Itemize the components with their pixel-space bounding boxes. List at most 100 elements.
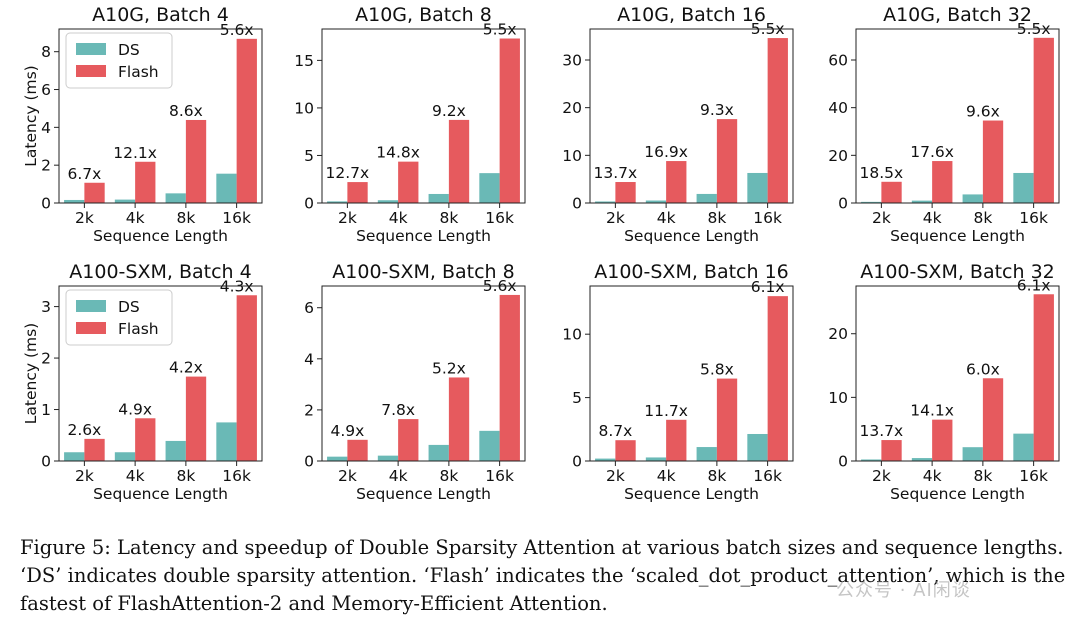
chart-4-bar-flash-8k (982, 120, 1004, 203)
chart-3-speedup-label: 13.7x (594, 164, 638, 182)
chart-7-x-tick-label: 16k (753, 467, 782, 485)
chart-6-title: A100-SXM, Batch 8 (332, 261, 514, 283)
chart-7-x-tick-label: 8k (707, 467, 726, 485)
watermark-text: 公众号 · AI闲谈 (836, 580, 971, 601)
chart-6-y-tick-label: 6 (304, 299, 314, 317)
chart-8-bar-ds-16k (1013, 433, 1034, 461)
chart-1-x-tick-label: 8k (176, 209, 195, 227)
chart-5-bar-flash-4k (135, 418, 156, 461)
chart-7-bar-ds-16k (747, 433, 768, 461)
chart-2-bar-ds-2k (327, 201, 348, 203)
chart-1-x-tick-label: 4k (126, 209, 145, 227)
chart-8-bar-flash-4k (932, 419, 953, 461)
chart-5-x-tick-label: 8k (176, 467, 195, 485)
chart-5-x-tick-label: 4k (126, 467, 145, 485)
chart-3-x-axis-label: Sequence Length (624, 227, 759, 245)
chart-3-title: A10G, Batch 16 (617, 4, 766, 26)
chart-4-bar-flash-4k (932, 161, 953, 203)
chart-7-frame (589, 285, 794, 462)
chart-1-bar-flash-16k (236, 38, 257, 203)
chart-1-y-tick-label: 8 (41, 43, 51, 61)
chart-8-x-tick-label: 2k (872, 467, 891, 485)
chart-7-bar-flash-2k (615, 440, 636, 461)
chart-4-bar-flash-2k (881, 181, 902, 203)
chart-5-x-tick-label: 2k (75, 467, 94, 485)
chart-4-x-tick-label: 16k (1019, 209, 1048, 227)
chart-2-x-tick-label: 2k (338, 209, 357, 227)
chart-6-frame (321, 285, 526, 462)
chart-5-y-tick-label: 3 (41, 298, 51, 316)
chart-8-y-tick-label: 0 (838, 453, 848, 471)
chart-5-speedup-label: 4.9x (118, 400, 152, 418)
chart-1-x-tick-label: 2k (75, 209, 94, 227)
chart-8-y-tick-label: 20 (828, 325, 848, 343)
chart-7-y-tick-label: 0 (572, 453, 582, 471)
chart-5-y-tick-label: 1 (41, 401, 51, 419)
chart-8-bar-ds-2k (861, 459, 882, 461)
chart-4-x-tick-label: 8k (973, 209, 992, 227)
chart-4-title: A10G, Batch 32 (883, 4, 1032, 26)
chart-5-x-axis-label: Sequence Length (93, 485, 228, 503)
chart-2-y-tick-label: 15 (294, 52, 314, 70)
chart-4-y-tick-label: 0 (838, 195, 848, 213)
chart-6-bar-flash-16k (499, 294, 520, 461)
chart-6-speedup-label: 7.8x (381, 401, 415, 419)
chart-2-bar-flash-16k (499, 38, 520, 204)
chart-2-x-tick-label: 4k (389, 209, 408, 227)
chart-6-bar-flash-4k (398, 419, 419, 461)
chart-7-bar-ds-2k (595, 458, 616, 461)
chart-6-x-tick-label: 4k (389, 467, 408, 485)
chart-3-frame (589, 28, 794, 204)
chart-8-bar-flash-8k (982, 378, 1004, 461)
chart-8-x-tick-label: 8k (973, 467, 992, 485)
chart-1-legend-swatch-flash (76, 65, 106, 77)
chart-1-bar-flash-2k (84, 182, 105, 203)
chart-1-bar-flash-8k (185, 119, 207, 203)
chart-6-y-tick-label: 2 (304, 401, 314, 419)
chart-8-title: A100-SXM, Batch 32 (860, 261, 1055, 283)
chart-3-x-tick-label: 4k (657, 209, 676, 227)
chart-3-bar-ds-8k (696, 193, 717, 203)
figure-panels: 6.7x 2k 12.1x 4k 8.6x 8k 5.6x 16k 0 2 4 6 8 A10G, Bat… (22, 4, 1060, 503)
chart-5-speedup-label: 4.2x (169, 359, 203, 377)
chart-4-bar-ds-4k (911, 200, 933, 203)
chart-3-bar-flash-2k (615, 182, 636, 203)
chart-4-x-tick-label: 2k (872, 209, 891, 227)
chart-1-bar-ds-8k (165, 193, 186, 203)
chart-2-bar-flash-8k (448, 119, 470, 203)
chart-1-bar-flash-4k (135, 161, 156, 203)
chart-8-x-tick-label: 4k (923, 467, 942, 485)
chart-3-y-tick-label: 30 (562, 51, 582, 69)
chart-5-legend-swatch-flash (76, 322, 106, 334)
chart-1-speedup-label: 8.6x (169, 102, 203, 120)
chart-8-bar-ds-8k (962, 447, 983, 461)
chart-1-y-tick-label: 2 (41, 157, 51, 175)
chart-7-title: A100-SXM, Batch 16 (594, 261, 789, 283)
chart-8-speedup-label: 13.7x (860, 422, 904, 440)
chart-5-bar-flash-8k (185, 376, 207, 461)
chart-6-x-tick-label: 2k (338, 467, 357, 485)
chart-4-speedup-label: 17.6x (910, 143, 954, 161)
chart-2-y-tick-label: 10 (294, 99, 314, 117)
chart-6-bar-ds-4k (377, 455, 399, 461)
chart-7-bar-ds-8k (696, 447, 717, 461)
chart-4-y-tick-label: 60 (828, 51, 848, 69)
chart-4-bar-ds-16k (1013, 172, 1034, 203)
chart-3-x-tick-label: 16k (753, 209, 782, 227)
chart-2-bar-ds-8k (428, 193, 449, 203)
chart-3-bar-ds-2k (595, 201, 616, 203)
chart-7-bar-flash-8k (716, 378, 738, 461)
chart-6-speedup-label: 4.9x (330, 422, 364, 440)
chart-2-speedup-label: 5.5x (483, 21, 517, 39)
chart-6-bar-flash-8k (448, 377, 470, 461)
chart-5-legend-label-ds: DS (118, 298, 140, 316)
chart-2-speedup-label: 14.8x (376, 144, 420, 162)
chart-4-x-axis-label: Sequence Length (890, 227, 1025, 245)
chart-5-bar-ds-16k (216, 422, 237, 461)
chart-7-speedup-label: 5.8x (700, 361, 734, 379)
chart-1-y-tick-label: 6 (41, 81, 51, 99)
chart-6-bar-flash-2k (347, 439, 368, 461)
chart-6-y-tick-label: 0 (304, 453, 314, 471)
chart-4-bar-ds-2k (861, 201, 882, 203)
chart-1-title: A10G, Batch 4 (92, 4, 229, 26)
